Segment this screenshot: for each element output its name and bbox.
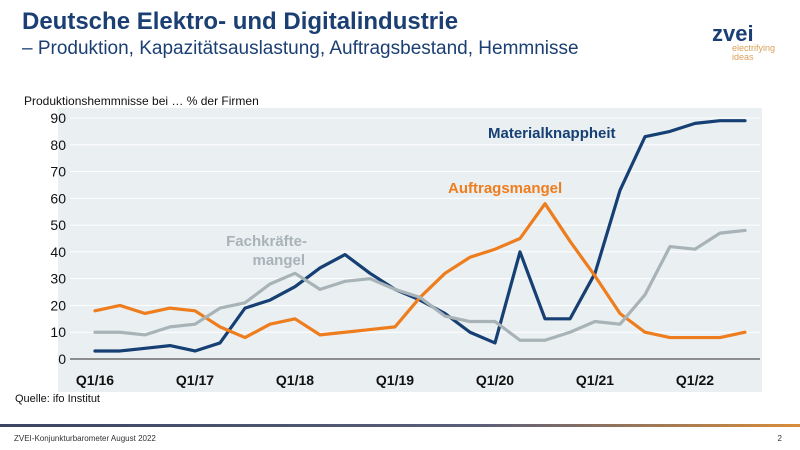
series-label-fachkraeftemangel: mangel: [252, 252, 305, 269]
y-tick-label: 30: [50, 271, 66, 287]
page-subtitle: – Produktion, Kapazitätsauslastung, Auft…: [22, 38, 579, 59]
zvei-logo: zvei electrifying ideas: [712, 21, 776, 62]
y-tick-label: 70: [50, 164, 66, 180]
series-line-1: [93, 202, 747, 340]
x-tick-label: Q1/17: [176, 372, 214, 388]
series-label-materialknappheit: Materialknappheit: [488, 125, 616, 142]
series-line-0: [93, 119, 747, 353]
x-tick-label: Q1/19: [376, 372, 414, 388]
x-tick-label: Q1/20: [476, 372, 514, 388]
series-label-auftragsmangel: Auftragsmangel: [448, 180, 562, 197]
y-tick-label: 40: [50, 244, 66, 260]
logo-word: zvei: [712, 21, 754, 46]
x-tick-label: Q1/22: [676, 372, 714, 388]
y-axis-label: Produktionshemmnisse bei … % der Firmen: [24, 94, 259, 108]
y-tick-label: 60: [50, 190, 66, 206]
source-note: Quelle: ifo Institut: [15, 393, 100, 405]
plot-background: [58, 108, 762, 392]
footer-text: ZVEI-Konjunkturbarometer August 2022: [14, 434, 156, 443]
page-number: 2: [777, 434, 782, 443]
y-tick-label: 50: [50, 217, 66, 233]
page-title: Deutsche Elektro- und Digitalindustrie: [22, 8, 459, 35]
y-tick-label: 80: [50, 137, 66, 153]
logo-tagline: ideas: [732, 52, 754, 62]
x-tick-label: Q1/18: [276, 372, 314, 388]
x-tick-label: Q1/21: [576, 372, 614, 388]
y-tick-label: 20: [50, 297, 66, 313]
y-tick-label: 10: [50, 324, 66, 340]
y-tick-label: 90: [50, 110, 66, 126]
series-label-fachkraeftemangel: Fachkräfte-: [226, 233, 307, 250]
logo-tagline: electrifying: [732, 43, 776, 53]
series-line-2: [93, 228, 747, 342]
x-tick-label: Q1/16: [76, 372, 114, 388]
footer-divider: [0, 424, 800, 427]
y-tick-label: 0: [58, 351, 66, 367]
